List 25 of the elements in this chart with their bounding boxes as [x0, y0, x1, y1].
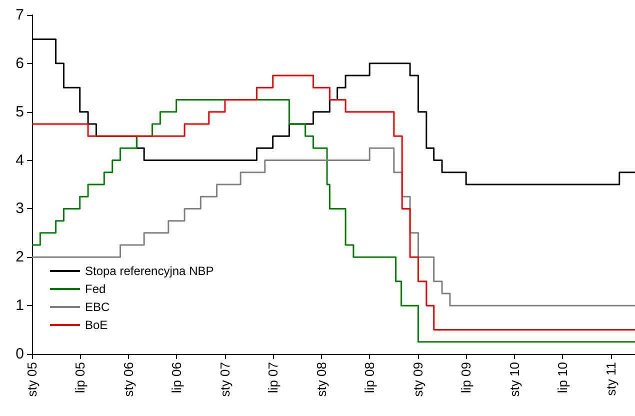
x-tick-label: sty 10	[507, 362, 522, 397]
x-tick-label: lip 09	[458, 362, 474, 394]
x-tick-label: sty 11	[604, 362, 619, 396]
legend-label: BoE	[85, 318, 108, 332]
y-tick-label: 4	[16, 152, 24, 169]
x-tick-label: sty 06	[120, 362, 136, 397]
x-tick-label: lip 08	[362, 362, 378, 394]
x-tick-label: sty 09	[410, 362, 426, 397]
y-tick-label: 5	[16, 103, 24, 120]
y-tick-label: 3	[16, 200, 24, 218]
x-tick-label: sty 07	[217, 362, 232, 397]
legend-label: Fed	[85, 282, 106, 296]
x-tick-label: lip 07	[265, 362, 280, 394]
x-tick-label: sty 08	[314, 362, 329, 397]
y-tick-label: 1	[16, 297, 24, 314]
legend-label: EBC	[85, 300, 110, 314]
x-tick-label: lip 06	[168, 362, 184, 394]
x-tick-label: lip 10	[555, 362, 570, 394]
x-tick-label: lip 05	[72, 362, 88, 394]
y-tick-label: 2	[16, 248, 24, 266]
y-tick-label: 0	[16, 346, 24, 362]
y-tick-label: 7	[16, 6, 24, 24]
x-tick-label: sty 05	[24, 362, 40, 397]
legend-label: Stopa referencyjna NBP	[85, 264, 214, 278]
y-tick-label: 6	[16, 54, 24, 72]
